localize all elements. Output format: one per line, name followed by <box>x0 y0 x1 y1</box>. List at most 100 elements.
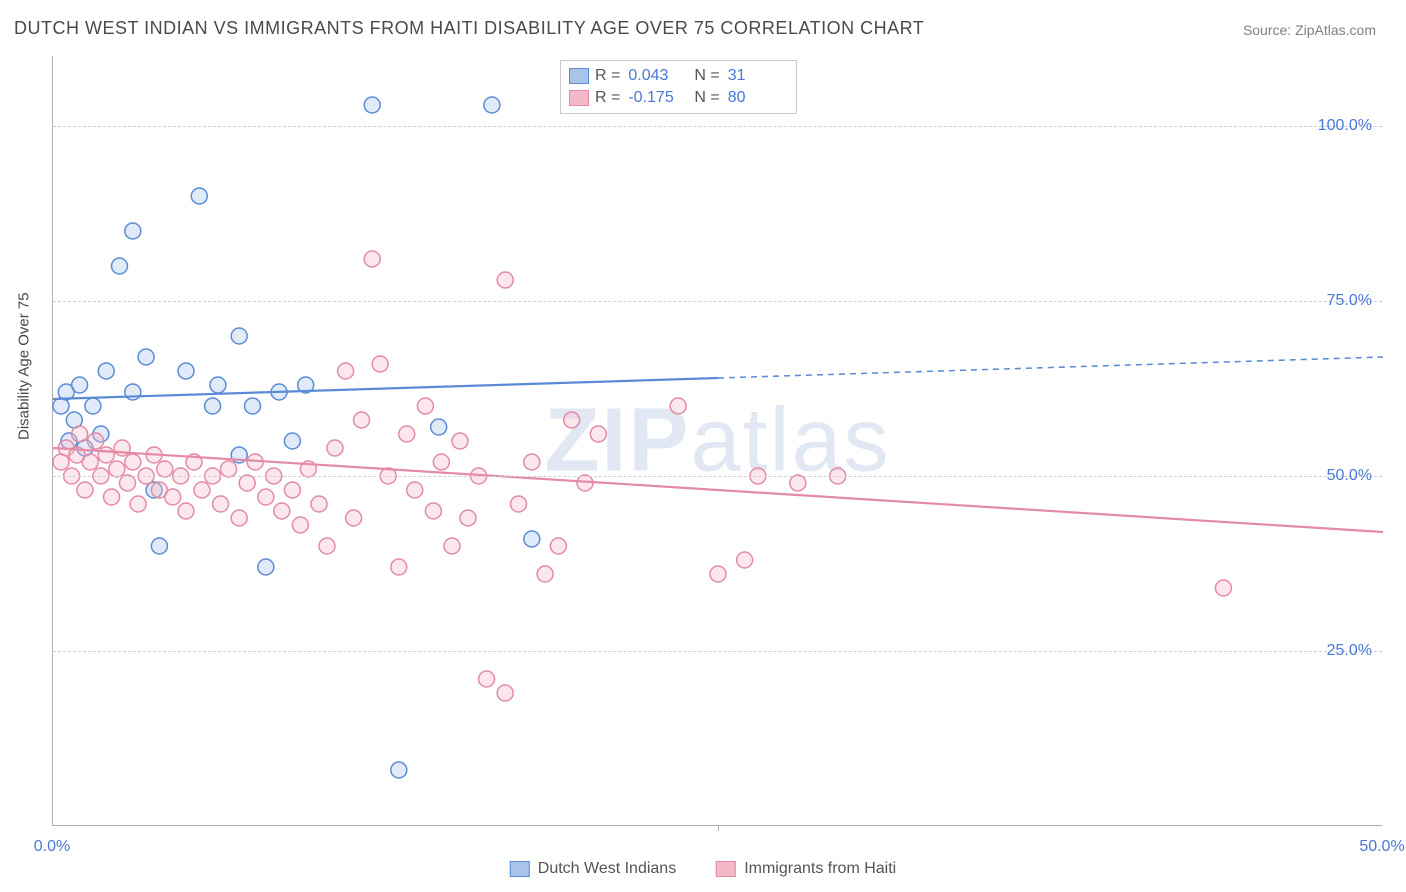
n-value-dutch: 31 <box>728 67 788 85</box>
scatter-point <box>497 685 513 701</box>
scatter-point <box>425 503 441 519</box>
scatter-point <box>125 454 141 470</box>
scatter-point <box>479 671 495 687</box>
chart-svg <box>53 56 1382 825</box>
scatter-point <box>82 454 98 470</box>
scatter-point <box>460 510 476 526</box>
scatter-point <box>85 398 101 414</box>
scatter-point <box>346 510 362 526</box>
scatter-point <box>98 363 114 379</box>
scatter-point <box>338 363 354 379</box>
scatter-point <box>210 377 226 393</box>
r-label-haiti: R = <box>595 89 620 107</box>
scatter-point <box>311 496 327 512</box>
scatter-point <box>165 489 181 505</box>
legend-item-dutch: Dutch West Indians <box>510 860 676 878</box>
scatter-point <box>564 412 580 428</box>
scatter-point <box>372 356 388 372</box>
x-tick <box>718 825 719 831</box>
scatter-point <box>231 328 247 344</box>
n-label-dutch: N = <box>694 67 719 85</box>
x-tick-label: 0.0% <box>34 838 70 856</box>
y-tick-label: 75.0% <box>1327 292 1372 310</box>
scatter-point <box>524 454 540 470</box>
scatter-point <box>205 398 221 414</box>
scatter-point <box>484 97 500 113</box>
scatter-point <box>119 475 135 491</box>
scatter-point <box>284 482 300 498</box>
regression-line-dashed <box>718 357 1383 378</box>
scatter-point <box>511 496 527 512</box>
grid-line <box>53 301 1382 302</box>
scatter-point <box>72 426 88 442</box>
scatter-point <box>125 223 141 239</box>
scatter-point <box>417 398 433 414</box>
grid-line <box>53 651 1382 652</box>
scatter-point <box>407 482 423 498</box>
r-label-dutch: R = <box>595 67 620 85</box>
r-value-dutch: 0.043 <box>628 67 688 85</box>
scatter-point <box>77 482 93 498</box>
scatter-point <box>524 531 540 547</box>
legend-swatch-haiti-2 <box>716 861 736 877</box>
scatter-point <box>431 419 447 435</box>
scatter-point <box>231 510 247 526</box>
scatter-point <box>72 377 88 393</box>
scatter-point <box>364 97 380 113</box>
scatter-point <box>550 538 566 554</box>
scatter-point <box>790 475 806 491</box>
legend-stats: R = 0.043 N = 31 R = -0.175 N = 80 <box>560 60 797 114</box>
scatter-point <box>274 503 290 519</box>
source-attribution: Source: ZipAtlas.com <box>1243 22 1376 38</box>
n-value-haiti: 80 <box>728 89 788 107</box>
scatter-point <box>194 482 210 498</box>
legend-stats-row-dutch: R = 0.043 N = 31 <box>569 65 788 87</box>
chart-title: DUTCH WEST INDIAN VS IMMIGRANTS FROM HAI… <box>14 18 924 39</box>
legend-label-haiti: Immigrants from Haiti <box>744 860 896 878</box>
scatter-point <box>537 566 553 582</box>
n-label-haiti: N = <box>694 89 719 107</box>
scatter-point <box>399 426 415 442</box>
scatter-point <box>104 489 120 505</box>
scatter-point <box>433 454 449 470</box>
scatter-point <box>319 538 335 554</box>
legend-series: Dutch West Indians Immigrants from Haiti <box>510 860 896 878</box>
scatter-point <box>391 559 407 575</box>
scatter-point <box>391 762 407 778</box>
scatter-point <box>112 258 128 274</box>
scatter-point <box>452 433 468 449</box>
legend-label-dutch: Dutch West Indians <box>538 860 676 878</box>
legend-swatch-haiti <box>569 90 589 106</box>
legend-stats-row-haiti: R = -0.175 N = 80 <box>569 87 788 109</box>
scatter-point <box>130 496 146 512</box>
grid-line <box>53 126 1382 127</box>
y-tick-label: 100.0% <box>1318 117 1372 135</box>
scatter-point <box>157 461 173 477</box>
scatter-point <box>284 433 300 449</box>
scatter-point <box>138 349 154 365</box>
y-axis-title: Disability Age Over 75 <box>16 292 33 440</box>
plot-area: ZIPatlas 25.0%50.0%75.0%100.0% <box>52 56 1382 826</box>
scatter-point <box>221 461 237 477</box>
scatter-point <box>670 398 686 414</box>
scatter-point <box>497 272 513 288</box>
legend-item-haiti: Immigrants from Haiti <box>716 860 896 878</box>
y-tick-label: 25.0% <box>1327 642 1372 660</box>
regression-line <box>53 448 1383 532</box>
scatter-point <box>354 412 370 428</box>
scatter-point <box>710 566 726 582</box>
source-label: Source: <box>1243 22 1295 38</box>
regression-line <box>53 378 718 399</box>
scatter-point <box>364 251 380 267</box>
legend-swatch-dutch-2 <box>510 861 530 877</box>
scatter-point <box>292 517 308 533</box>
grid-line <box>53 476 1382 477</box>
scatter-point <box>178 363 194 379</box>
scatter-point <box>213 496 229 512</box>
scatter-point <box>109 461 125 477</box>
scatter-point <box>191 188 207 204</box>
scatter-point <box>239 475 255 491</box>
y-tick-label: 50.0% <box>1327 467 1372 485</box>
r-value-haiti: -0.175 <box>628 89 688 107</box>
scatter-point <box>327 440 343 456</box>
